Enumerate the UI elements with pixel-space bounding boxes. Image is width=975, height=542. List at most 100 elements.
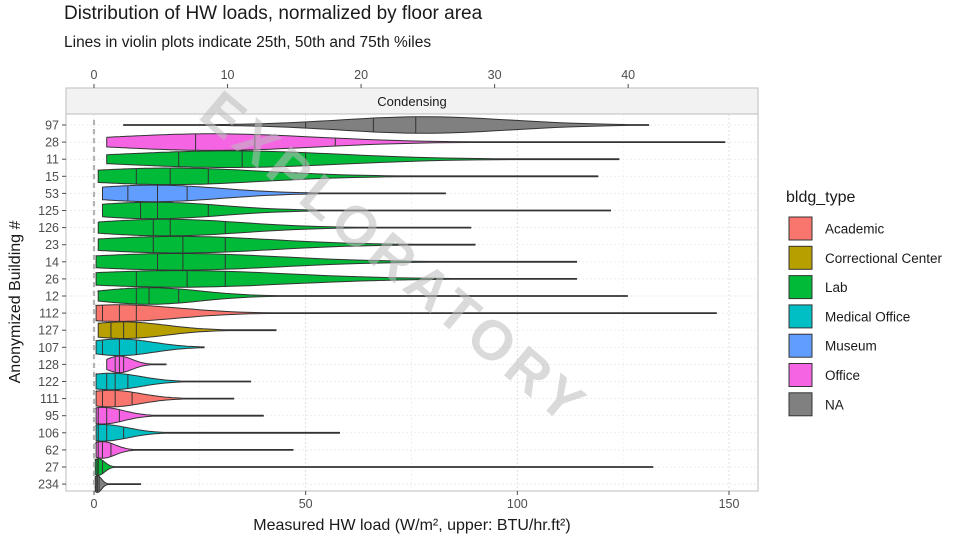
- violin-body: [123, 116, 650, 134]
- legend-label: Medical Office: [825, 309, 910, 324]
- facet-label: Condensing: [377, 94, 446, 109]
- violin-body: [97, 167, 599, 186]
- violin-body: [95, 253, 578, 271]
- violin-body: [95, 372, 252, 391]
- legend-item-office: Office: [787, 361, 860, 389]
- violin-body: [101, 201, 611, 220]
- violin-layer: [94, 116, 726, 493]
- violin-body: [95, 270, 578, 288]
- y-tick-label: 95: [45, 409, 59, 423]
- chart-subtitle: Lines in violin plots indicate 25th, 50t…: [64, 34, 432, 51]
- violin-62: [94, 440, 294, 459]
- y-tick-label: 107: [38, 341, 59, 355]
- y-tick-label: 62: [45, 443, 59, 457]
- y-tick-label: 111: [40, 392, 59, 406]
- legend-label: NA: [825, 397, 844, 412]
- chart-title: Distribution of HW loads, normalized by …: [64, 3, 483, 24]
- violin-234: [94, 475, 142, 493]
- violin-95: [95, 406, 264, 425]
- x-tick-label: 0: [91, 497, 98, 511]
- axis-layer: 97 28 11 15 53 125 126 23 14 26 12 112 127 107 128 122 1…: [38, 68, 739, 511]
- y-tick-label: 28: [45, 136, 59, 150]
- facet-strip: Condensing: [65, 87, 759, 115]
- y-tick-label: 23: [45, 238, 59, 252]
- legend-item-academic: Academic: [787, 215, 885, 242]
- y-axis-title: Anonymized Building #: [7, 221, 24, 384]
- x-tick-label: 150: [719, 497, 740, 511]
- violin-128: [106, 355, 167, 374]
- legend-items: Academic Correctional Center Lab Medical Of…: [787, 215, 943, 418]
- legend-label: Academic: [825, 222, 885, 237]
- legend-item-medical-office: Medical Office: [787, 302, 910, 330]
- y-tick-label: 14: [45, 255, 59, 269]
- violin-26: [95, 270, 578, 288]
- violin-107: [95, 338, 205, 357]
- legend-swatch: [788, 216, 813, 241]
- legend-swatch: [788, 304, 813, 329]
- y-tick-label: 11: [46, 153, 59, 167]
- y-tick-label: 128: [38, 358, 59, 372]
- violin-body: [96, 287, 628, 305]
- violin-53: [101, 184, 446, 203]
- top-x-tick-label: 20: [354, 68, 368, 82]
- top-x-tick-label: 40: [621, 68, 635, 82]
- x-axis-title: Measured HW load (W/m², upper: BTU/hr.ft…: [253, 517, 570, 534]
- violin-12: [96, 287, 628, 305]
- violin-body: [106, 150, 620, 168]
- x-tick-label: 100: [507, 497, 528, 511]
- top-x-tick-label: 0: [91, 68, 98, 82]
- violin-body: [101, 184, 446, 203]
- violin-28: [106, 133, 726, 151]
- y-tick-label: 125: [38, 204, 59, 218]
- legend-label: Museum: [825, 339, 877, 354]
- facet-strip-box: [65, 87, 759, 115]
- violin-111: [95, 389, 235, 408]
- y-tick-label: 26: [45, 272, 59, 286]
- violin-body: [94, 475, 142, 493]
- violin-body: [94, 304, 717, 322]
- y-tick-label: 126: [38, 221, 59, 235]
- y-tick-label: 27: [45, 461, 59, 475]
- y-tick-label: 122: [38, 375, 59, 389]
- violin-106: [95, 424, 340, 442]
- legend-item-correctional-center: Correctional Center: [787, 244, 943, 272]
- violin-body: [95, 389, 235, 408]
- violin-15: [97, 167, 599, 186]
- panel-border: [65, 113, 759, 492]
- legend-label: Lab: [825, 280, 848, 295]
- legend-label: Correctional Center: [825, 251, 943, 266]
- legend-item-lab: Lab: [787, 273, 848, 301]
- legend-swatch: [788, 275, 813, 300]
- legend-title: bldg_type: [786, 189, 855, 206]
- violin-126: [97, 218, 472, 237]
- legend: bldg_type Academic Correctional Center Lab…: [786, 189, 943, 418]
- violin-body: [95, 424, 340, 442]
- legend-item-museum: Museum: [787, 332, 877, 360]
- legend-item-na: NA: [787, 390, 844, 418]
- y-tick-label: 12: [45, 290, 59, 304]
- violin-body: [95, 406, 264, 425]
- y-tick-label: 53: [45, 187, 59, 201]
- y-tick-label: 97: [45, 119, 59, 133]
- violin-97: [123, 116, 650, 134]
- violin-body: [97, 235, 476, 254]
- y-tick-label: 127: [38, 324, 59, 338]
- y-tick-label: 15: [45, 170, 59, 184]
- x-tick-label: 50: [299, 497, 313, 511]
- y-tick-label: 234: [38, 478, 59, 492]
- legend-swatch: [788, 392, 813, 417]
- violin-body: [97, 218, 472, 237]
- violin-112: [94, 304, 717, 322]
- violin-body: [94, 440, 294, 459]
- violin-23: [97, 235, 476, 254]
- violin-127: [97, 321, 277, 339]
- violin-11: [106, 150, 620, 168]
- legend-swatch: [788, 245, 813, 270]
- top-x-tick-label: 30: [488, 68, 502, 82]
- violin-body: [106, 355, 167, 374]
- legend-swatch: [788, 333, 813, 358]
- top-x-tick-label: 10: [221, 68, 235, 82]
- violin-125: [101, 201, 611, 220]
- y-tick-label: 112: [39, 307, 59, 321]
